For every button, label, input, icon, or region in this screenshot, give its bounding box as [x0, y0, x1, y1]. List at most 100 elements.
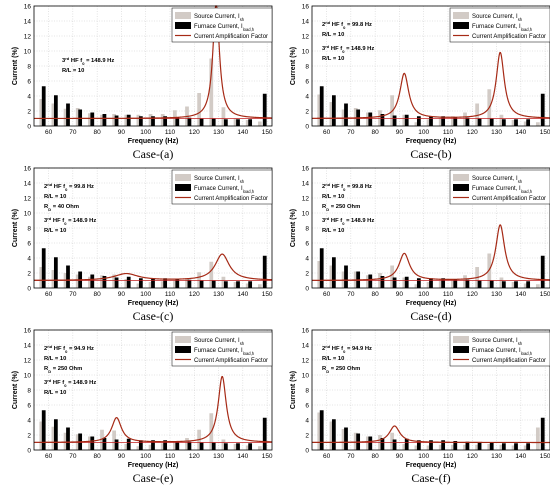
y-tick-label: 8	[27, 387, 31, 394]
source-current-bar	[148, 114, 153, 126]
x-tick-label: 80	[372, 453, 380, 460]
furnace-current-bar	[53, 95, 58, 126]
amplification-curve	[312, 224, 550, 281]
furnace-current-bar	[41, 86, 46, 126]
furnace-current-bar	[175, 441, 180, 450]
furnace-current-bar	[319, 86, 324, 126]
source-current-bar	[463, 444, 467, 450]
legend-entry: Source Current, Ish	[472, 176, 523, 184]
y-tick-label: 10	[24, 372, 32, 379]
furnace-current-bar	[380, 438, 385, 450]
furnace-current-bar	[53, 257, 58, 288]
furnace-current-bar	[53, 419, 58, 450]
x-tick-label: 80	[94, 129, 102, 136]
x-tick-label: 70	[69, 291, 77, 298]
source-current-bar	[450, 279, 455, 288]
x-tick-label: 100	[418, 129, 429, 136]
source-current-bar	[233, 282, 238, 288]
furnace-current-bar	[248, 281, 253, 288]
legend-swatch	[453, 12, 469, 19]
y-tick-label: 6	[27, 240, 31, 247]
source-current-bar	[475, 103, 480, 126]
furnace-current-bar	[319, 410, 324, 450]
furnace-current-bar	[416, 278, 421, 288]
y-tick-label: 16	[302, 327, 310, 334]
source-current-bar	[172, 280, 177, 288]
annotation-text: 2nd HF f0 = 99.8 Hz	[44, 182, 94, 192]
furnace-current-bar	[429, 278, 433, 288]
furnace-current-bar	[262, 255, 267, 288]
source-current-bar	[51, 426, 56, 450]
source-current-bar	[438, 117, 443, 126]
y-tick-label: 16	[24, 165, 32, 172]
y-tick-label: 12	[302, 195, 310, 202]
y-tick-label: 8	[305, 225, 309, 232]
x-tick-label: 120	[189, 129, 200, 136]
furnace-current-bar	[331, 419, 336, 450]
source-current-bar	[136, 283, 141, 288]
annotation-text: R/L = 10	[322, 228, 344, 234]
source-current-bar	[499, 444, 504, 450]
y-tick-label: 14	[302, 342, 310, 349]
furnace-current-bar	[187, 441, 192, 450]
legend-entry: Furnace Current, Iload,h	[472, 24, 533, 32]
source-current-bar	[51, 270, 56, 288]
x-tick-label: 80	[372, 129, 380, 136]
source-current-bar	[378, 110, 382, 126]
legend-entry: Current Amplification Factor	[194, 196, 268, 202]
furnace-current-bar	[453, 279, 458, 288]
legend-entry: Furnace Current, Iload,h	[472, 186, 533, 194]
source-current-bar	[221, 276, 226, 288]
y-tick-label: 12	[24, 33, 32, 40]
x-tick-label: 120	[189, 453, 200, 460]
source-current-bar	[450, 116, 455, 126]
source-current-bar	[209, 58, 214, 126]
source-current-bar	[499, 277, 504, 288]
annotation-text: 3rd HF f0 = 148.9 Hz	[322, 44, 374, 54]
x-tick-label: 140	[515, 129, 526, 136]
furnace-current-bar	[248, 119, 253, 126]
source-current-bar	[257, 446, 262, 450]
source-current-bar	[185, 278, 189, 288]
furnace-current-bar	[175, 279, 180, 288]
source-current-bar	[257, 284, 262, 288]
legend-swatch	[453, 184, 469, 191]
x-tick-label: 130	[491, 453, 502, 460]
furnace-current-bar	[514, 443, 518, 450]
source-current-bar	[402, 444, 407, 450]
source-current-bar	[112, 114, 117, 126]
y-tick-label: 12	[302, 357, 310, 364]
furnace-current-bar	[187, 279, 192, 288]
source-current-bar	[39, 99, 44, 126]
legend-entry: Furnace Current, Iload,h	[194, 24, 255, 32]
y-axis-label: Current (%)	[12, 47, 19, 85]
furnace-current-bar	[477, 118, 482, 126]
annotation-text: R/L = 10	[322, 356, 344, 362]
panel-caption: Case-(d)	[410, 309, 451, 323]
x-tick-label: 140	[515, 453, 526, 460]
x-tick-label: 60	[323, 291, 331, 298]
furnace-current-bar	[404, 276, 409, 288]
source-current-bar	[87, 113, 92, 126]
source-current-bar	[511, 120, 516, 126]
furnace-current-bar	[465, 441, 470, 450]
x-tick-label: 140	[237, 291, 248, 298]
x-tick-label: 120	[467, 453, 478, 460]
legend-entry: Current Amplification Factor	[194, 34, 268, 40]
furnace-current-bar	[404, 438, 409, 450]
furnace-current-bar	[163, 116, 168, 126]
legend-swatch	[175, 174, 191, 181]
source-current-bar	[197, 93, 202, 126]
source-current-bar	[112, 430, 117, 450]
y-axis-label: Current (%)	[290, 47, 297, 85]
source-current-bar	[414, 284, 419, 288]
y-tick-label: 6	[305, 78, 309, 85]
panel-caption: Case-(c)	[133, 309, 174, 323]
y-tick-label: 12	[302, 33, 310, 40]
x-tick-label: 90	[396, 453, 404, 460]
source-current-bar	[523, 283, 528, 288]
y-tick-label: 8	[27, 63, 31, 70]
furnace-current-bar	[151, 440, 155, 450]
y-tick-label: 4	[27, 417, 31, 424]
chart-panel: 0 2 4 6 8 10 12 14 16 60 70 80 90 100 110 120 130 140 150 F…	[12, 3, 273, 161]
